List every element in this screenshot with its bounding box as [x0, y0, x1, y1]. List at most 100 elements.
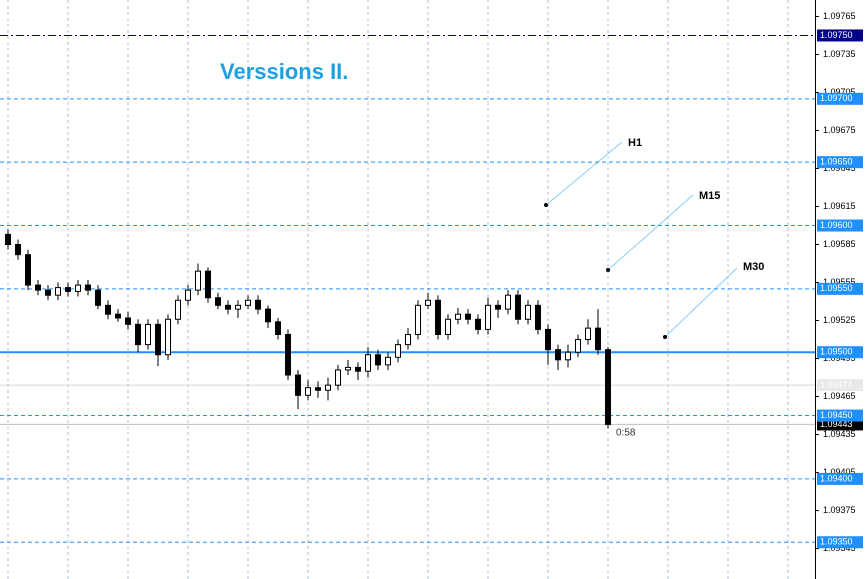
- level-label: 1.09600: [820, 220, 853, 230]
- candle-body: [295, 374, 301, 396]
- marker-dot: [544, 203, 548, 207]
- candle-body: [525, 304, 531, 320]
- candle-body: [105, 304, 111, 315]
- candle-body: [255, 299, 261, 310]
- y-tick-label: 1.09585: [823, 239, 856, 249]
- candle-body: [575, 339, 581, 353]
- candle-body: [435, 299, 441, 335]
- candle-body: [485, 304, 491, 330]
- candle-body: [355, 366, 361, 372]
- candle-body: [595, 327, 601, 351]
- candle-body: [215, 297, 221, 306]
- level-label-bg: [817, 409, 863, 422]
- level-label: 1.09400: [820, 473, 853, 483]
- candle-body: [265, 308, 271, 323]
- level-label: 1.09350: [820, 537, 853, 547]
- timeframe-markers: [545, 141, 738, 338]
- candle-body: [205, 270, 211, 299]
- candle-body: [465, 313, 471, 320]
- candle-body: [155, 323, 161, 356]
- level-label-bg: [817, 29, 863, 42]
- level-label-bg: [817, 219, 863, 232]
- candle-body: [195, 270, 201, 291]
- candle-body: [545, 328, 551, 351]
- level-label: 1.09750: [820, 30, 853, 40]
- y-tick-label: 1.09405: [823, 467, 856, 477]
- timeframe-label: M30: [743, 261, 764, 273]
- candle-body: [345, 366, 351, 371]
- candle-body: [55, 287, 61, 296]
- candle-body: [315, 387, 321, 391]
- ask-label: 1.09474: [820, 380, 853, 390]
- level-label-bg: [817, 536, 863, 549]
- y-tick-label: 1.09375: [823, 505, 856, 515]
- candle-body: [95, 289, 101, 306]
- vertical-grid: [7, 0, 789, 579]
- candle-body: [175, 299, 181, 320]
- y-tick-label: 1.09525: [823, 315, 856, 325]
- y-tick-label: 1.09555: [823, 277, 856, 287]
- level-label: 1.09500: [820, 347, 853, 357]
- candle-body: [385, 356, 391, 366]
- candle-body: [5, 233, 11, 246]
- candle-body: [225, 304, 231, 310]
- level-label-bg: [817, 156, 863, 169]
- y-tick-label: 1.09435: [823, 429, 856, 439]
- candle-body: [85, 284, 91, 291]
- level-label-bg: [817, 346, 863, 359]
- candle-body: [405, 333, 411, 346]
- timeframe-label: H1: [628, 137, 642, 149]
- marker-dot: [606, 268, 610, 272]
- y-tick-label: 1.09705: [823, 87, 856, 97]
- ask-label-bg: [817, 379, 863, 392]
- candle-body: [415, 304, 421, 335]
- candle-body: [285, 333, 291, 376]
- y-tick-label: 1.09465: [823, 391, 856, 401]
- candle-body: [275, 321, 281, 335]
- y-tick-label: 1.09615: [823, 201, 856, 211]
- candle-body: [425, 299, 431, 306]
- candle-body: [375, 354, 381, 366]
- candle-body: [605, 349, 611, 425]
- candle-body: [165, 318, 171, 356]
- candle-body: [235, 304, 241, 310]
- candle-body: [445, 318, 451, 335]
- candle-body: [305, 387, 311, 396]
- bar-timer: 0:58: [616, 428, 636, 439]
- candle-body: [325, 384, 331, 391]
- y-tick-label: 1.09675: [823, 125, 856, 135]
- level-label-bg: [817, 92, 863, 105]
- candle-body: [35, 284, 41, 291]
- level-label: 1.09700: [820, 93, 853, 103]
- candle-body: [25, 254, 31, 286]
- candle-body: [75, 284, 81, 292]
- chart-title: Verssions II.: [220, 59, 348, 84]
- candle-body: [565, 351, 571, 361]
- candle-body: [455, 313, 461, 320]
- candle-body: [185, 289, 191, 301]
- level-label-bg: [817, 282, 863, 295]
- level-label-bg: [817, 472, 863, 485]
- level-label: 1.09650: [820, 157, 853, 167]
- candle-body: [125, 317, 131, 325]
- y-tick-label: 1.09765: [823, 11, 856, 21]
- candle-body: [145, 323, 151, 346]
- candle-body: [395, 344, 401, 358]
- candle-body: [15, 244, 21, 256]
- y-tick-label: 1.09735: [823, 49, 856, 59]
- candle-body: [335, 369, 341, 386]
- candle-body: [365, 354, 371, 372]
- candle-body: [65, 287, 71, 292]
- bid-label: 1.09443: [820, 419, 853, 429]
- level-label: 1.09550: [820, 283, 853, 293]
- candle-body: [515, 294, 521, 320]
- candle-body: [115, 313, 121, 319]
- candle-body: [505, 294, 511, 310]
- candle-body: [585, 327, 591, 341]
- candle-body: [135, 323, 141, 346]
- level-label: 1.09450: [820, 410, 853, 420]
- candle-body: [45, 289, 51, 296]
- timeframe-label: M15: [699, 190, 720, 202]
